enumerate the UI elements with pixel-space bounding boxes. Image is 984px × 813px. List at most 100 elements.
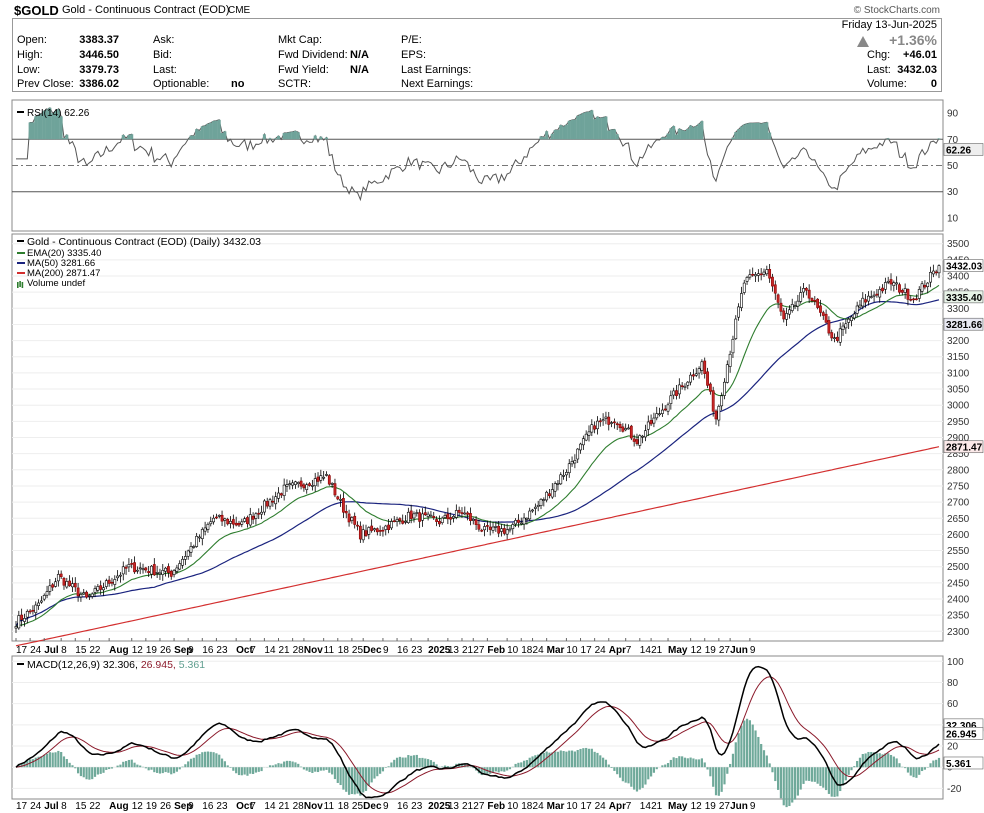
candle-body bbox=[308, 483, 311, 486]
x-tick-label: 15 bbox=[75, 801, 87, 812]
candle-body bbox=[361, 529, 365, 541]
macd-histogram-bar bbox=[316, 767, 320, 773]
macd-histogram-bar bbox=[777, 767, 780, 790]
macd-histogram-bar bbox=[791, 767, 794, 803]
candle-body bbox=[387, 524, 390, 530]
eps-label: EPS: bbox=[401, 49, 427, 61]
candle-body bbox=[737, 306, 740, 318]
macd-histogram-bar bbox=[407, 755, 410, 768]
macd-histogram-bar bbox=[294, 762, 297, 768]
candle-body bbox=[364, 530, 368, 537]
candle-body bbox=[483, 526, 486, 531]
volume-legend-icon bbox=[21, 282, 24, 288]
macd-histogram-bar bbox=[127, 759, 131, 768]
x-tick-label: 8 bbox=[61, 801, 67, 812]
x-tick-label: 10 bbox=[507, 801, 519, 812]
macd-histogram-bar bbox=[520, 762, 523, 768]
candle-body bbox=[909, 299, 913, 301]
macd-histogram-bar bbox=[311, 767, 314, 773]
macd-histogram-bar bbox=[260, 767, 263, 772]
candle-body bbox=[900, 290, 904, 293]
candle-body bbox=[821, 312, 825, 316]
macd-histogram-bar bbox=[60, 751, 63, 768]
candle-body bbox=[85, 591, 88, 598]
candle-body bbox=[113, 579, 117, 585]
x-tick-label: 9 bbox=[383, 801, 389, 812]
candle-body bbox=[864, 299, 868, 303]
candle-body bbox=[553, 483, 557, 492]
candle-body bbox=[294, 481, 297, 485]
candle-body bbox=[771, 276, 774, 287]
candle-body bbox=[796, 300, 800, 307]
candle-body bbox=[519, 522, 523, 525]
candle-body bbox=[748, 274, 752, 278]
macd-histogram-bar bbox=[20, 763, 23, 768]
candle-body bbox=[454, 510, 458, 518]
macd-histogram-bar bbox=[181, 766, 184, 768]
candle-body bbox=[505, 529, 509, 535]
candle-body bbox=[886, 280, 890, 283]
price-tick-label: 3300 bbox=[947, 304, 970, 315]
macd-histogram-bar bbox=[189, 758, 193, 768]
macd-histogram-bar bbox=[184, 764, 187, 768]
optionable-label: Optionable: bbox=[153, 78, 210, 90]
hist-value-tag-box bbox=[943, 756, 984, 770]
x-tick-label: 21 bbox=[651, 801, 663, 812]
candle-body bbox=[339, 499, 343, 501]
rsi-line bbox=[16, 107, 940, 202]
x-tick-label: 21 bbox=[279, 801, 291, 812]
macd-histogram-bar bbox=[556, 751, 560, 768]
macd-histogram-bar bbox=[491, 767, 495, 773]
candle-body bbox=[440, 517, 444, 524]
candle-body bbox=[937, 265, 941, 274]
candle-body bbox=[689, 374, 693, 383]
macd-histogram-bar bbox=[215, 753, 218, 768]
x-tick-label: 12 bbox=[132, 801, 144, 812]
percent-change: +1.36% bbox=[889, 32, 937, 48]
x-tick-label: 2025 bbox=[428, 801, 451, 812]
price-tick-label: 2400 bbox=[947, 595, 970, 606]
prev-close-label: Prev Close: bbox=[17, 78, 74, 90]
x-tick-label: 14 bbox=[640, 801, 652, 812]
macd-histogram-bar bbox=[31, 759, 35, 768]
candle-body bbox=[734, 318, 738, 340]
candle-body bbox=[759, 273, 763, 276]
candle-body bbox=[545, 491, 549, 501]
candle-body bbox=[203, 527, 207, 532]
candle-body bbox=[562, 475, 565, 477]
macd-histogram-bar bbox=[91, 767, 94, 780]
candle-body bbox=[395, 519, 399, 522]
x-tick-label: 24 bbox=[533, 801, 545, 812]
x-tick-label: Nov bbox=[304, 801, 323, 812]
candle-body bbox=[102, 587, 105, 591]
hist-value-tag: 5.361 bbox=[946, 759, 971, 770]
candle-body bbox=[20, 614, 24, 620]
candle-body bbox=[381, 529, 385, 532]
candle-body bbox=[271, 500, 275, 503]
macd-histogram-bar bbox=[661, 765, 664, 768]
candle-body bbox=[536, 504, 540, 507]
candle-body bbox=[785, 313, 788, 320]
candle-body bbox=[150, 565, 153, 575]
x-tick-label: Apr bbox=[609, 801, 626, 812]
candle-body bbox=[813, 299, 817, 302]
macd-histogram-bar bbox=[847, 767, 850, 775]
macd-histogram-bar bbox=[370, 767, 373, 783]
x-tick-label: 21 bbox=[462, 645, 474, 656]
candle-body bbox=[282, 484, 286, 496]
macd-histogram-bar bbox=[689, 757, 692, 768]
candle-body bbox=[683, 385, 687, 388]
candle-body bbox=[42, 595, 46, 600]
macd-histogram-bar bbox=[898, 763, 901, 768]
macd-histogram-bar bbox=[853, 766, 856, 768]
candle-body bbox=[333, 483, 337, 496]
candle-body bbox=[175, 567, 179, 572]
candle-body bbox=[344, 510, 348, 514]
macd-histogram-bar bbox=[929, 763, 932, 768]
macd-histogram-bar bbox=[102, 767, 105, 773]
macd-histogram-bar bbox=[150, 767, 153, 770]
candle-body bbox=[367, 527, 371, 535]
macd-histogram-bar bbox=[664, 764, 667, 768]
macd-value-tag: 32.306 bbox=[946, 721, 977, 732]
macd-histogram-bar bbox=[108, 767, 111, 770]
